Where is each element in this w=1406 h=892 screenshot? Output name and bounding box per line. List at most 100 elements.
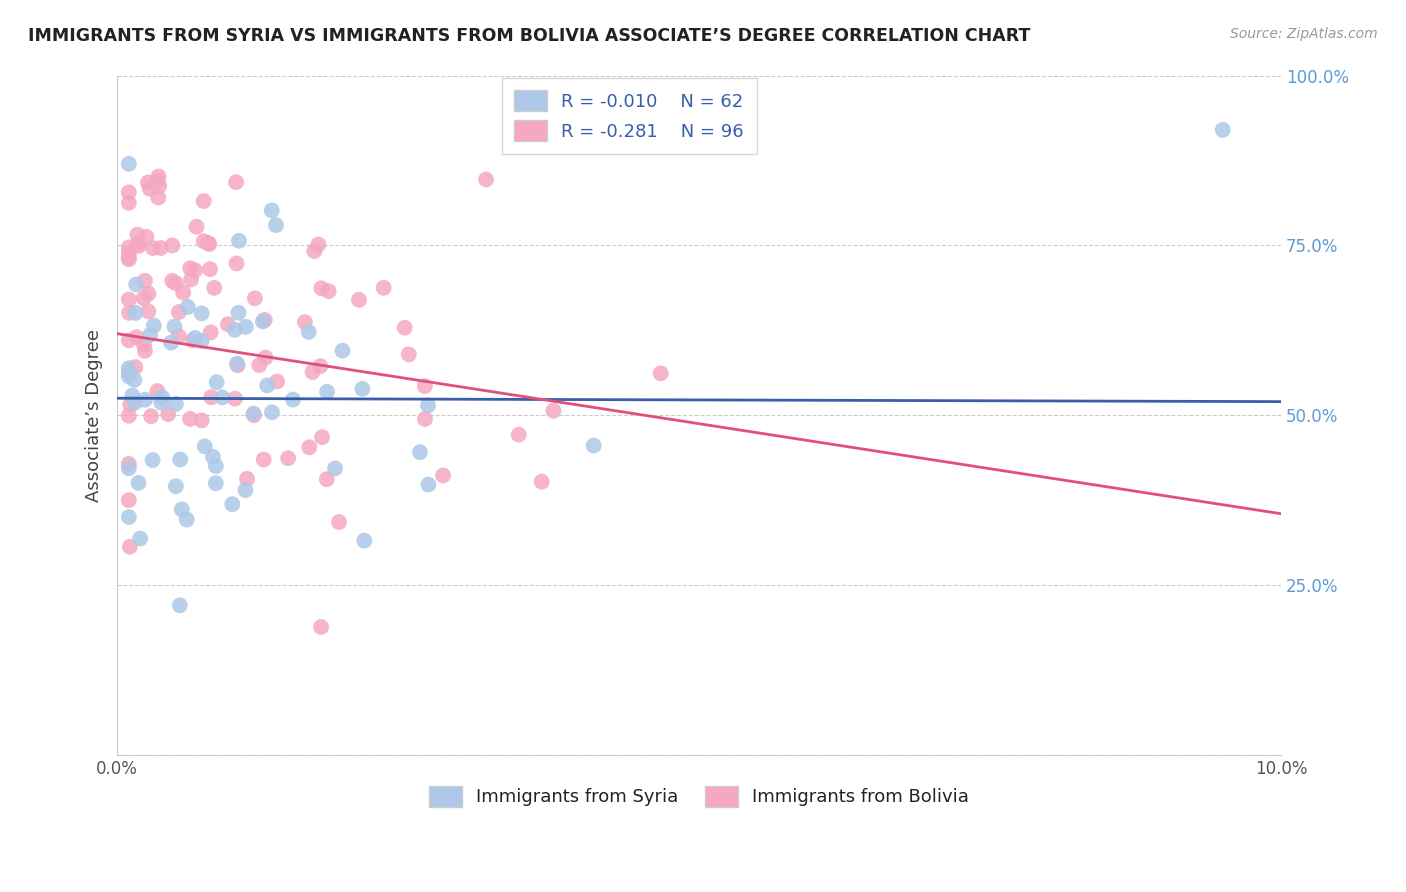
Point [165,479,187,493]
Point [128,475,150,490]
Point [194,439,217,453]
Point [124,306,146,320]
Point [118,240,141,254]
Point [190,413,212,427]
Point [235,319,257,334]
Point [236,472,259,486]
Point [118,293,141,307]
Point [162,238,184,252]
Point [373,281,395,295]
Point [135,229,157,244]
Point [172,285,194,300]
Point [157,407,180,421]
Point [180,272,202,286]
Point [252,314,274,328]
Point [118,540,141,554]
Point [138,304,160,318]
Y-axis label: Associate’s Degree: Associate’s Degree [86,329,103,501]
Point [186,219,208,234]
Point [169,452,191,467]
Point [148,169,170,184]
Text: IMMIGRANTS FROM SYRIA VS IMMIGRANTS FROM BOLIVIA ASSOCIATE’S DEGREE CORRELATION : IMMIGRANTS FROM SYRIA VS IMMIGRANTS FROM… [28,27,1031,45]
Point [198,262,221,277]
Point [124,360,146,375]
Point [418,477,440,491]
Point [298,325,321,339]
Point [118,369,141,384]
Point [294,315,316,329]
Point [253,452,276,467]
Point [118,510,141,524]
Point [394,320,416,334]
Point [228,234,250,248]
Point [475,172,498,186]
Point [118,306,141,320]
Point [226,357,249,371]
Point [409,445,432,459]
Point [132,338,155,352]
Point [316,384,339,399]
Point [190,334,212,348]
Point [205,376,228,390]
Point [247,358,270,372]
Point [118,251,141,265]
Point [198,237,221,252]
Point [416,399,439,413]
Point [170,502,193,516]
Point [163,319,186,334]
Point [118,334,141,348]
Point [118,157,141,171]
Point [176,512,198,526]
Point [162,274,184,288]
Point [221,497,243,511]
Point [138,286,160,301]
Point [217,317,239,331]
Point [142,241,165,255]
Legend: Immigrants from Syria, Immigrants from Bolivia: Immigrants from Syria, Immigrants from B… [422,779,976,814]
Point [413,379,436,393]
Point [160,335,183,350]
Point [307,237,329,252]
Point [211,391,233,405]
Point [315,472,337,486]
Point [650,367,672,381]
Point [165,397,187,411]
Point [200,326,222,340]
Point [243,409,266,423]
Point [311,430,333,444]
Point [309,620,332,634]
Point [204,476,226,491]
Point [118,252,141,267]
Point [347,293,370,307]
Point [311,281,333,295]
Point [328,515,350,529]
Point [193,194,215,208]
Point [134,392,156,407]
Point [118,365,141,379]
Point [318,284,340,298]
Point [398,347,420,361]
Point [118,409,141,423]
Point [118,361,141,376]
Point [352,382,374,396]
Point [197,235,219,250]
Point [139,327,162,342]
Point [260,203,283,218]
Point [125,277,148,292]
Point [127,236,149,251]
Point [121,388,143,402]
Point [281,392,304,407]
Point [124,373,146,387]
Point [200,390,222,404]
Point [165,276,187,290]
Point [353,533,375,548]
Point [138,182,160,196]
Point [150,395,173,409]
Point [142,318,165,333]
Point [332,343,354,358]
Point [148,190,170,204]
Point [254,351,277,365]
Point [1212,123,1234,137]
Text: Source: ZipAtlas.com: Source: ZipAtlas.com [1230,27,1378,41]
Point [128,239,150,253]
